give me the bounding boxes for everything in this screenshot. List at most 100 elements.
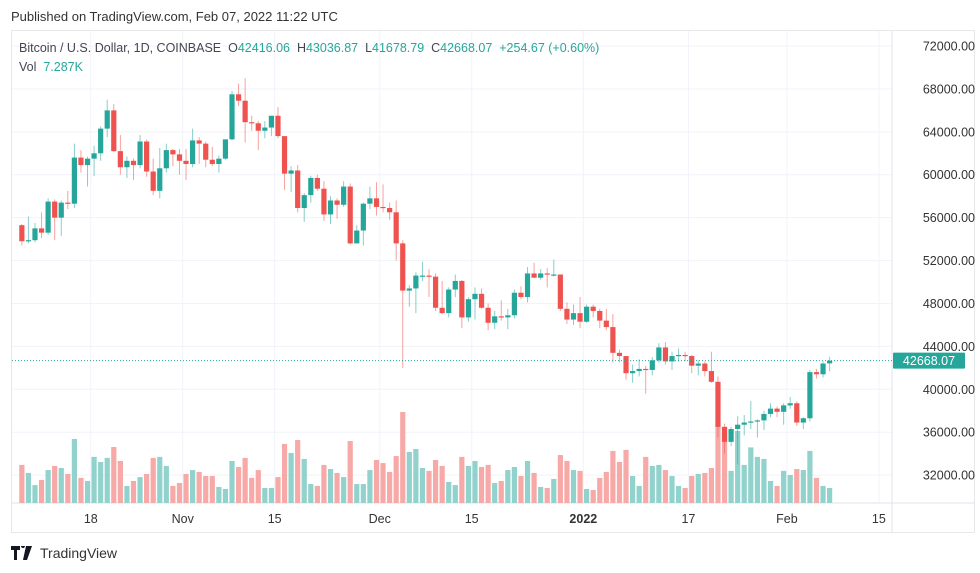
- candle-body: [590, 306, 596, 311]
- volume-bar: [275, 477, 281, 503]
- x-tick-label: 15: [268, 512, 282, 526]
- candle-body: [735, 424, 741, 429]
- volume-bar: [432, 459, 439, 503]
- candle-body: [827, 360, 833, 364]
- volume-bar: [111, 447, 117, 503]
- candle-body: [209, 159, 215, 165]
- volume-bar: [603, 471, 609, 503]
- volume-bar: [400, 412, 406, 503]
- volume-bar: [334, 472, 340, 503]
- volume-bar: [65, 473, 71, 503]
- volume-bar: [538, 486, 544, 503]
- footer-brand[interactable]: TradingView: [11, 545, 117, 561]
- volume-bar: [662, 470, 669, 503]
- candle-body: [144, 141, 150, 172]
- x-tick-label: 2022: [569, 512, 597, 526]
- candle-body: [189, 140, 196, 165]
- last-price-badge: [893, 352, 965, 369]
- candle-body: [373, 198, 380, 207]
- candle-body: [584, 306, 590, 322]
- volume-bar: [748, 447, 754, 503]
- candle-body: [58, 202, 64, 218]
- candle-body: [702, 363, 708, 372]
- volume-bar: [426, 470, 432, 503]
- candle-body: [597, 310, 603, 321]
- volume-bar: [268, 487, 275, 503]
- volume-bar: [728, 470, 734, 503]
- volume-bar: [19, 464, 25, 503]
- volume-bar: [741, 464, 747, 503]
- candle-body: [518, 292, 524, 298]
- candle-body: [689, 356, 695, 366]
- candle-body: [255, 123, 261, 131]
- volume-bar: [170, 485, 176, 503]
- volume-bar: [327, 469, 334, 503]
- candle-body: [71, 157, 77, 204]
- candle-body: [459, 280, 465, 318]
- volume-bar: [137, 477, 143, 503]
- candle-body: [767, 408, 774, 414]
- candle-body: [820, 363, 826, 375]
- volume-bar: [584, 489, 590, 503]
- candle-body: [682, 354, 688, 357]
- volume-bar: [216, 486, 222, 503]
- volume-bar: [38, 479, 45, 503]
- volume-bar: [308, 484, 314, 503]
- volume-bar: [117, 461, 123, 503]
- volume-bar: [387, 471, 393, 503]
- candle-body: [229, 94, 235, 140]
- volume-bar: [176, 483, 183, 503]
- volume-bar: [702, 472, 708, 503]
- y-tick-label: 72000.00: [923, 40, 975, 54]
- volume-bar: [597, 477, 603, 503]
- volume-value: 7.287K: [43, 60, 83, 74]
- volume-bar: [98, 462, 104, 503]
- volume-bar: [222, 489, 229, 503]
- volume-bar: [636, 485, 642, 503]
- volume-bar: [413, 449, 419, 503]
- volume-bar: [761, 458, 767, 503]
- volume-bar: [347, 441, 353, 503]
- candle-body: [813, 372, 820, 375]
- volume-bar: [380, 463, 386, 503]
- candle-body: [98, 128, 104, 154]
- chart-frame: [11, 30, 975, 533]
- volume-bar: [78, 477, 84, 503]
- volume-bar: [629, 476, 636, 503]
- candle-body: [65, 202, 71, 204]
- low-label: L: [365, 41, 373, 55]
- candle-body: [163, 150, 169, 169]
- candle-body: [262, 127, 268, 131]
- candle-body: [387, 208, 393, 213]
- y-tick-label: 32000.00: [923, 469, 975, 483]
- y-tick-label: 44000.00: [923, 340, 975, 354]
- volume-bar: [787, 475, 793, 503]
- published-caption: Published on TradingView.com, Feb 07, 20…: [11, 9, 338, 24]
- candle-body: [551, 274, 557, 276]
- volume-bar: [52, 465, 58, 503]
- candle-body: [354, 230, 360, 244]
- candle-body: [531, 273, 537, 278]
- volume-bar: [767, 480, 774, 503]
- candle-body: [235, 94, 242, 101]
- candle-body: [794, 403, 800, 423]
- volume-bar: [295, 440, 301, 503]
- volume-bar: [235, 466, 242, 503]
- candle-body: [741, 422, 747, 425]
- candle-body: [295, 170, 301, 208]
- candle-body: [577, 313, 583, 322]
- volume-row: Vol 7.287K: [19, 58, 599, 77]
- candle-body: [426, 275, 432, 277]
- tradingview-logo-icon: [11, 546, 32, 560]
- candle-body: [748, 421, 754, 423]
- candle-body: [564, 308, 570, 320]
- volume-bar: [25, 472, 32, 503]
- volume-bar: [314, 485, 320, 503]
- candle-body: [45, 201, 51, 233]
- y-tick-label: 56000.00: [923, 211, 975, 225]
- volume-bar: [452, 485, 458, 503]
- candle-body: [695, 363, 701, 366]
- candle-body: [498, 316, 504, 318]
- symbol-title[interactable]: Bitcoin / U.S. Dollar, 1D, COINBASE: [19, 41, 222, 55]
